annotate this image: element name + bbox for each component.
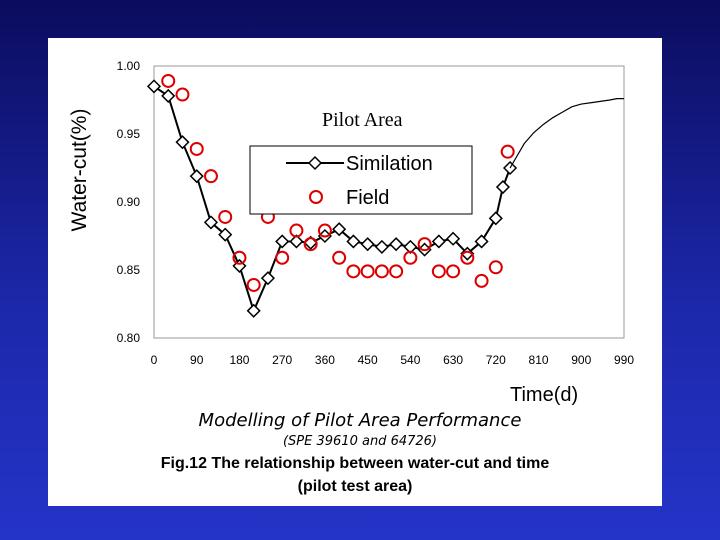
- similation-point: [346, 234, 361, 249]
- similation-point: [203, 215, 219, 230]
- field-point: [500, 144, 515, 159]
- similation-point: [332, 222, 347, 237]
- similation-point: [260, 271, 275, 286]
- similation-point: [161, 88, 176, 103]
- field-point: [488, 260, 503, 275]
- legend-marker-field: [309, 190, 323, 204]
- y-tick-label: 0.80: [117, 331, 141, 345]
- similation-point: [403, 239, 418, 254]
- x-tick-label: 540: [400, 353, 420, 367]
- field-point: [474, 273, 489, 288]
- field-point: [417, 237, 432, 252]
- similation-point: [360, 237, 375, 252]
- x-tick-label: 810: [529, 353, 549, 367]
- pilot-area-annotation: Pilot Area: [322, 109, 403, 131]
- field-point: [232, 250, 247, 265]
- plot-frame: [153, 65, 625, 339]
- x-tick-label: 90: [190, 353, 204, 367]
- similation-point: [446, 231, 461, 246]
- x-tick-label: 450: [358, 353, 378, 367]
- x-tick-label: 360: [315, 353, 335, 367]
- x-axis-title: Time(d): [510, 384, 578, 406]
- field-point: [189, 141, 204, 156]
- field-point: [360, 264, 375, 279]
- similation-point: [431, 234, 446, 249]
- y-axis-title: Water-cut(%): [68, 109, 91, 232]
- field-point: [161, 73, 176, 88]
- legend-box: [249, 145, 473, 215]
- extrapolated-series-line: [509, 98, 624, 169]
- x-tick-label: 900: [571, 353, 591, 367]
- similation-point: [218, 227, 233, 242]
- field-point: [346, 264, 361, 279]
- slide-title: Modelling of Pilot Area Performance: [198, 410, 522, 431]
- field-point: [332, 250, 347, 265]
- field-point: [317, 223, 332, 238]
- field-point: [246, 277, 261, 292]
- similation-point: [289, 234, 304, 249]
- legend-label-similation: Similation: [346, 153, 433, 175]
- field-point: [289, 223, 304, 238]
- y-tick-label: 0.90: [117, 195, 141, 209]
- y-tick-label: 0.85: [117, 263, 141, 277]
- field-point: [403, 250, 418, 265]
- slide-subtitle: (SPE 39610 and 64726): [282, 434, 437, 449]
- field-point: [431, 264, 446, 279]
- field-point: [275, 250, 290, 265]
- water-cut-chart: Water-cut(%) Time(d) Pilot Area 0 90 180 27…: [68, 59, 635, 406]
- figure-caption: Fig.12 The relationship between water-cu…: [160, 455, 550, 472]
- x-tick-label: 180: [229, 353, 249, 367]
- similation-point: [374, 239, 389, 254]
- similation-point: [275, 234, 290, 249]
- similation-point: [460, 246, 475, 261]
- tick-layer: 0 90 180 270 360 450 540 630 720 810 900 990 1.00 0.9…: [117, 59, 635, 367]
- field-point: [218, 209, 233, 224]
- legend-label-field: Field: [346, 187, 389, 209]
- field-point: [374, 264, 389, 279]
- x-tick-label: 0: [151, 353, 158, 367]
- x-tick-label: 990: [614, 353, 634, 367]
- similation-point: [175, 135, 190, 150]
- similation-point: [189, 169, 204, 184]
- figure-caption-sub: (pilot test area): [297, 478, 413, 495]
- x-tick-label: 720: [486, 353, 506, 367]
- field-point: [389, 264, 404, 279]
- similation-point: [246, 303, 261, 318]
- y-tick-label: 1.00: [117, 59, 141, 73]
- field-point: [303, 237, 318, 252]
- similation-point: [146, 79, 162, 94]
- series-layer: [146, 73, 624, 318]
- similation-point: [495, 179, 510, 195]
- similation-point: [474, 234, 489, 249]
- field-point: [203, 169, 218, 184]
- y-tick-label: 0.95: [117, 127, 141, 141]
- field-point: [175, 87, 190, 102]
- similation-point: [488, 211, 503, 226]
- field-point: [446, 264, 461, 279]
- chart-panel: Water-cut(%) Time(d) Pilot Area 0 90 180 27…: [48, 38, 662, 506]
- legend-marker-similation: [307, 155, 323, 171]
- similation-point: [389, 237, 404, 252]
- legend: Similation Field: [249, 145, 473, 215]
- field-point: [460, 250, 475, 265]
- x-tick-label: 270: [272, 353, 292, 367]
- x-tick-label: 630: [443, 353, 463, 367]
